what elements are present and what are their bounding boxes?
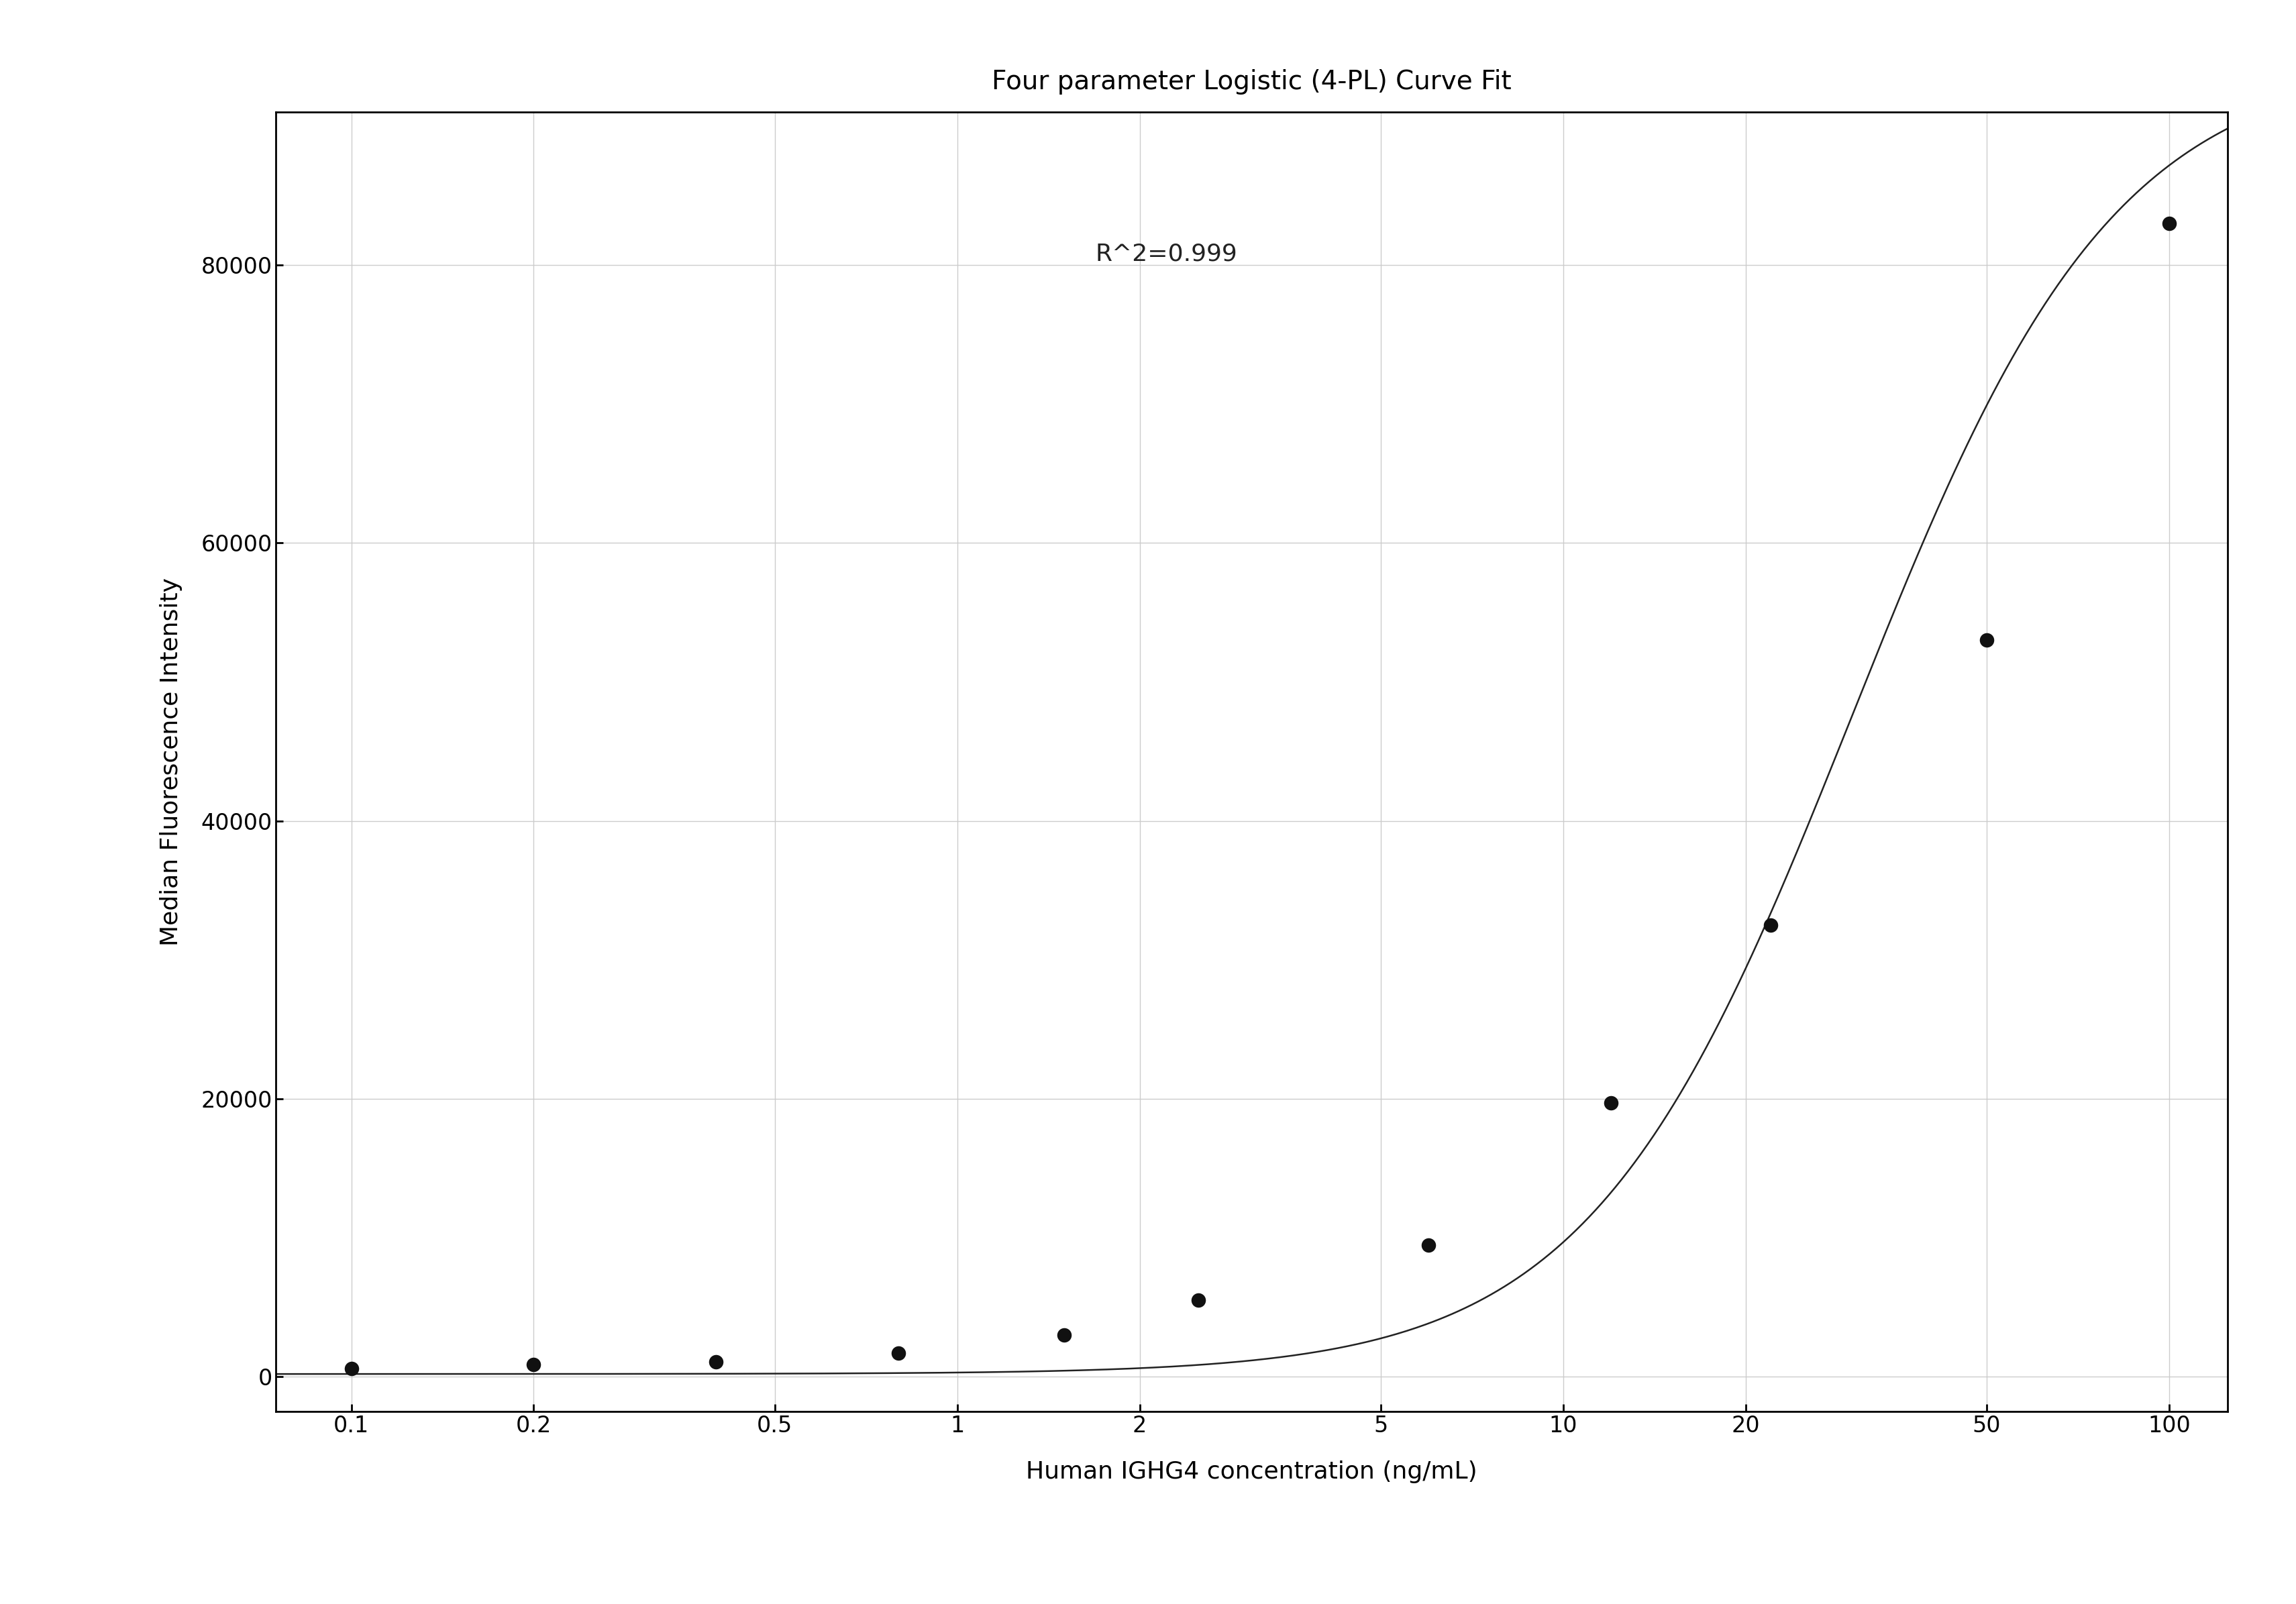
- Point: [514, 1352, 551, 1378]
- Point: [879, 1341, 916, 1367]
- Point: [1591, 1091, 1628, 1116]
- Text: R^2=0.999: R^2=0.999: [1095, 242, 1238, 265]
- Y-axis label: Median Fluorescence Intensity: Median Fluorescence Intensity: [158, 577, 181, 946]
- Point: [1180, 1288, 1217, 1314]
- Point: [698, 1349, 735, 1375]
- Point: [1752, 913, 1789, 938]
- X-axis label: Human IGHG4 concentration (ng/mL): Human IGHG4 concentration (ng/mL): [1026, 1460, 1476, 1484]
- Point: [333, 1355, 370, 1381]
- Title: Four parameter Logistic (4-PL) Curve Fit: Four parameter Logistic (4-PL) Curve Fit: [992, 69, 1511, 95]
- Point: [2149, 210, 2186, 236]
- Point: [1968, 627, 2004, 653]
- Point: [1410, 1232, 1446, 1258]
- Point: [1045, 1322, 1081, 1347]
